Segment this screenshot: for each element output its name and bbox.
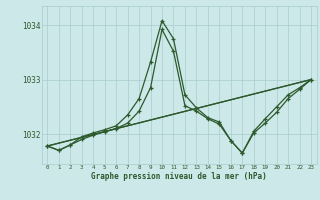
X-axis label: Graphe pression niveau de la mer (hPa): Graphe pression niveau de la mer (hPa) xyxy=(91,172,267,181)
